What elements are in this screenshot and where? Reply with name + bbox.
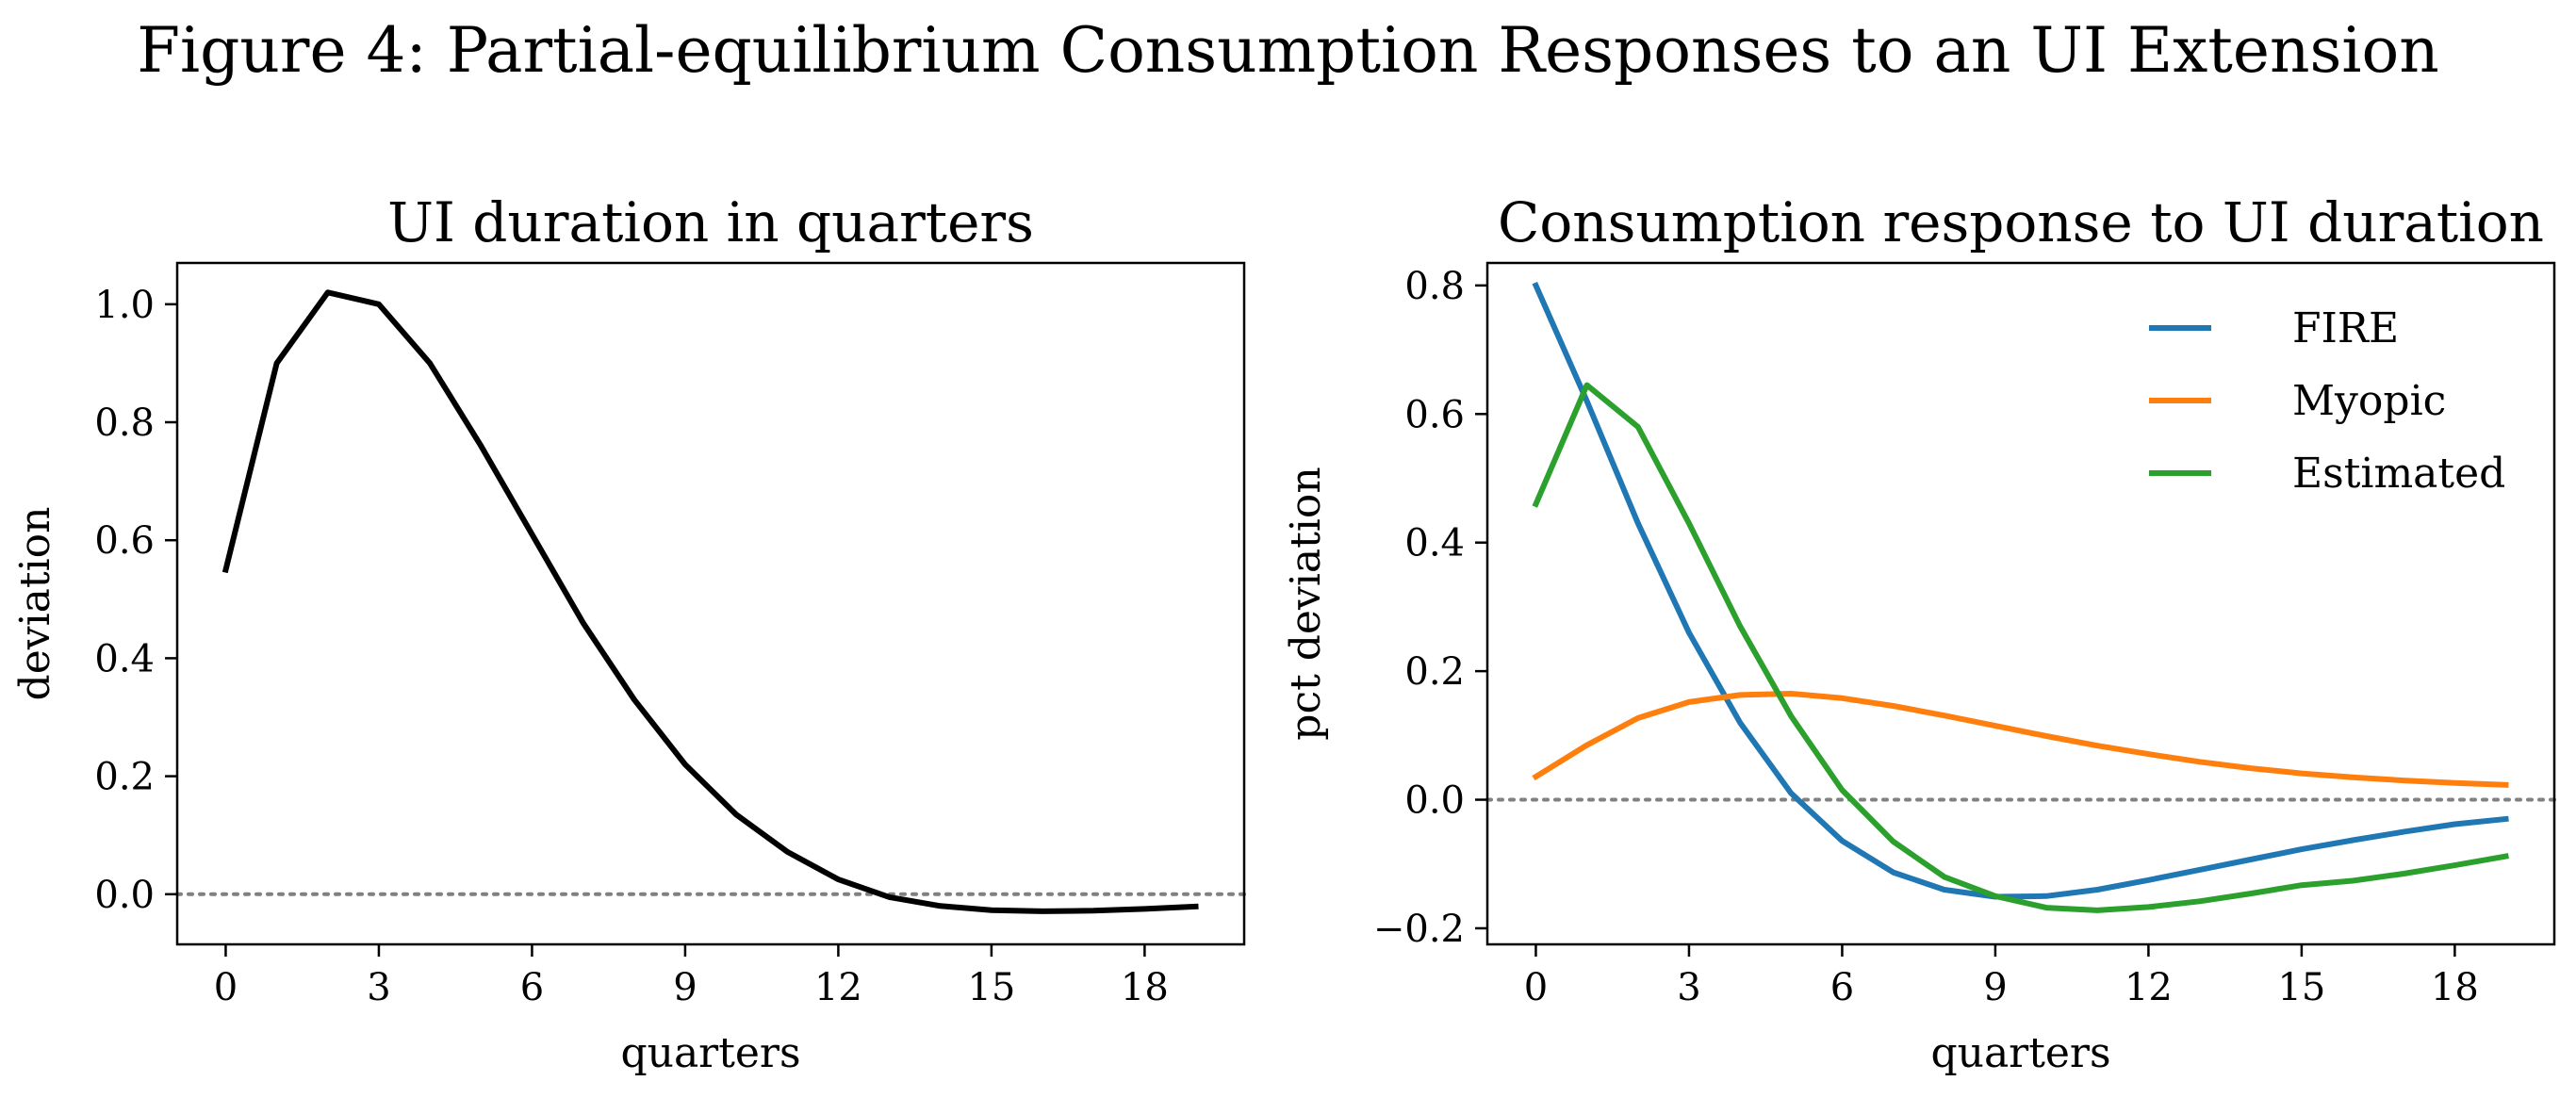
x-axis-label: quarters	[620, 1029, 800, 1077]
y-tick-label: 0.6	[94, 519, 155, 563]
y-tick-label: 1.0	[94, 284, 155, 327]
y-tick-label: 0.4	[94, 637, 155, 680]
x-tick-label: 18	[1121, 966, 1169, 1009]
y-tick-label: 0.8	[1404, 265, 1465, 308]
x-tick-label: 18	[2431, 966, 2479, 1009]
legend-label-fire: FIRE	[2292, 304, 2399, 352]
y-tick-label: 0.4	[1404, 522, 1465, 565]
legend-label-estimated: Estimated	[2292, 450, 2505, 498]
x-tick-label: 9	[1983, 966, 2007, 1009]
y-tick-label: −0.2	[1373, 908, 1465, 951]
x-tick-label: 12	[814, 966, 862, 1009]
y-tick-label: 0.8	[94, 401, 155, 445]
panel-ui-duration: UI duration in quarters 0 3 6 9 12 15 18 0.0 0.2 0…	[11, 190, 1246, 1077]
x-tick-label: 0	[214, 966, 238, 1009]
x-tick-label: 15	[967, 966, 1015, 1009]
y-tick-label: 0.2	[94, 756, 155, 799]
plot-frame	[1485, 261, 2556, 946]
x-tick-label: 3	[367, 966, 390, 1009]
series-line-myopic	[1532, 691, 2509, 788]
x-tick-label: 12	[2125, 966, 2173, 1009]
x-axis-label: quarters	[1930, 1029, 2110, 1077]
chart-title: Consumption response to UI duration	[1498, 190, 2544, 254]
series-line-estimated	[1532, 382, 2509, 913]
y-axis-label: pct deviation	[1282, 467, 1330, 740]
chart-title: UI duration in quarters	[387, 190, 1034, 254]
y-axis-label: deviation	[11, 507, 59, 701]
y-tick-label: 0.2	[1404, 650, 1465, 694]
y-tick-label: 0.0	[94, 874, 155, 917]
x-tick-label: 15	[2277, 966, 2325, 1009]
figure-title: Figure 4: Partial-equilibrium Consumptio…	[137, 14, 2439, 87]
y-tick-label: 0.6	[1404, 393, 1465, 436]
x-tick-label: 9	[673, 966, 697, 1009]
y-tick-label: 0.0	[1404, 779, 1465, 823]
legend: FIRE Myopic Estimated	[2149, 304, 2505, 498]
panel-consumption-response: Consumption response to UI duration 0 3 6 9 1…	[1282, 190, 2556, 1077]
plot-frame	[175, 261, 1246, 946]
x-tick-label: 0	[1524, 966, 1548, 1009]
x-tick-label: 6	[520, 966, 544, 1009]
series-line-fire	[1532, 281, 2509, 900]
legend-label-myopic: Myopic	[2292, 377, 2446, 425]
x-tick-label: 6	[1830, 966, 1854, 1009]
x-tick-label: 3	[1677, 966, 1700, 1009]
series-line-1	[222, 289, 1199, 914]
